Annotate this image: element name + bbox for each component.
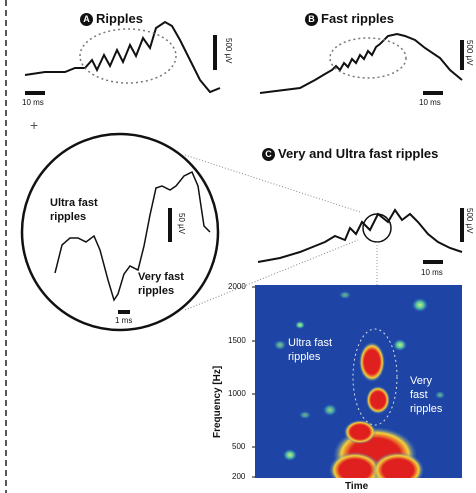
ytick-1000: 1000 bbox=[228, 389, 246, 398]
zoom-time-label: 1 ms bbox=[115, 316, 133, 325]
zoom-volt-label: 50 µV bbox=[177, 213, 186, 235]
spectrogram-xlabel: Time bbox=[345, 481, 369, 492]
panel-c-time-label: 10 ms bbox=[421, 268, 443, 277]
ripples-trace bbox=[24, 20, 221, 94]
panel-b-title: B Fast ripples bbox=[305, 11, 394, 26]
spectrogram-ylabel: Frequency [Hz] bbox=[212, 365, 223, 438]
panel-b-time-label: 10 ms bbox=[419, 98, 441, 107]
ytick-1500: 1500 bbox=[228, 336, 246, 345]
very-ultra-fast-trace bbox=[257, 208, 463, 263]
panel-b-badge: B bbox=[305, 13, 318, 26]
plus-sign: + bbox=[30, 117, 38, 133]
zoom-very-label: Very fast ripples bbox=[138, 271, 184, 297]
spectrogram-ultra-label: Ultra fast ripples bbox=[288, 337, 333, 363]
panel-c-title-text: Very and Ultra fast ripples bbox=[278, 146, 439, 161]
panel-a-title: A Ripples bbox=[80, 11, 143, 26]
panel-c-badge: C bbox=[262, 148, 275, 161]
ytick-2000: 2000 bbox=[228, 282, 246, 291]
ripples-highlight-ellipse bbox=[79, 28, 177, 84]
spectrogram-image bbox=[255, 285, 462, 478]
fast-ripples-highlight-ellipse bbox=[329, 37, 407, 79]
zoom-circle bbox=[20, 132, 220, 332]
zoom-ultra-label: Ultra fast ripples bbox=[50, 197, 98, 223]
spectrogram-yticks bbox=[252, 286, 255, 478]
panel-a-time-label: 10 ms bbox=[22, 98, 44, 107]
panel-a-title-text: Ripples bbox=[96, 11, 143, 26]
fast-ripples-trace bbox=[259, 32, 463, 94]
ytick-500: 500 bbox=[232, 442, 246, 451]
zoom-connector-bottom bbox=[184, 239, 359, 311]
spectrogram-very-label: Very fast ripples bbox=[410, 375, 443, 415]
panel-c-volt-label: 500 µV bbox=[465, 208, 474, 234]
panel-b-title-text: Fast ripples bbox=[321, 11, 394, 26]
zoom-connector-top bbox=[184, 154, 361, 213]
ytick-200: 200 bbox=[232, 472, 246, 481]
panel-a-badge: A bbox=[80, 13, 93, 26]
panel-a-volt-label: 500 µV bbox=[224, 38, 233, 64]
panel-b-volt-label: 500 µV bbox=[465, 40, 474, 66]
zoom-trace bbox=[54, 170, 211, 302]
spectrogram-highlight-ellipse bbox=[352, 328, 398, 426]
panel-c-title: C Very and Ultra fast ripples bbox=[262, 146, 438, 161]
